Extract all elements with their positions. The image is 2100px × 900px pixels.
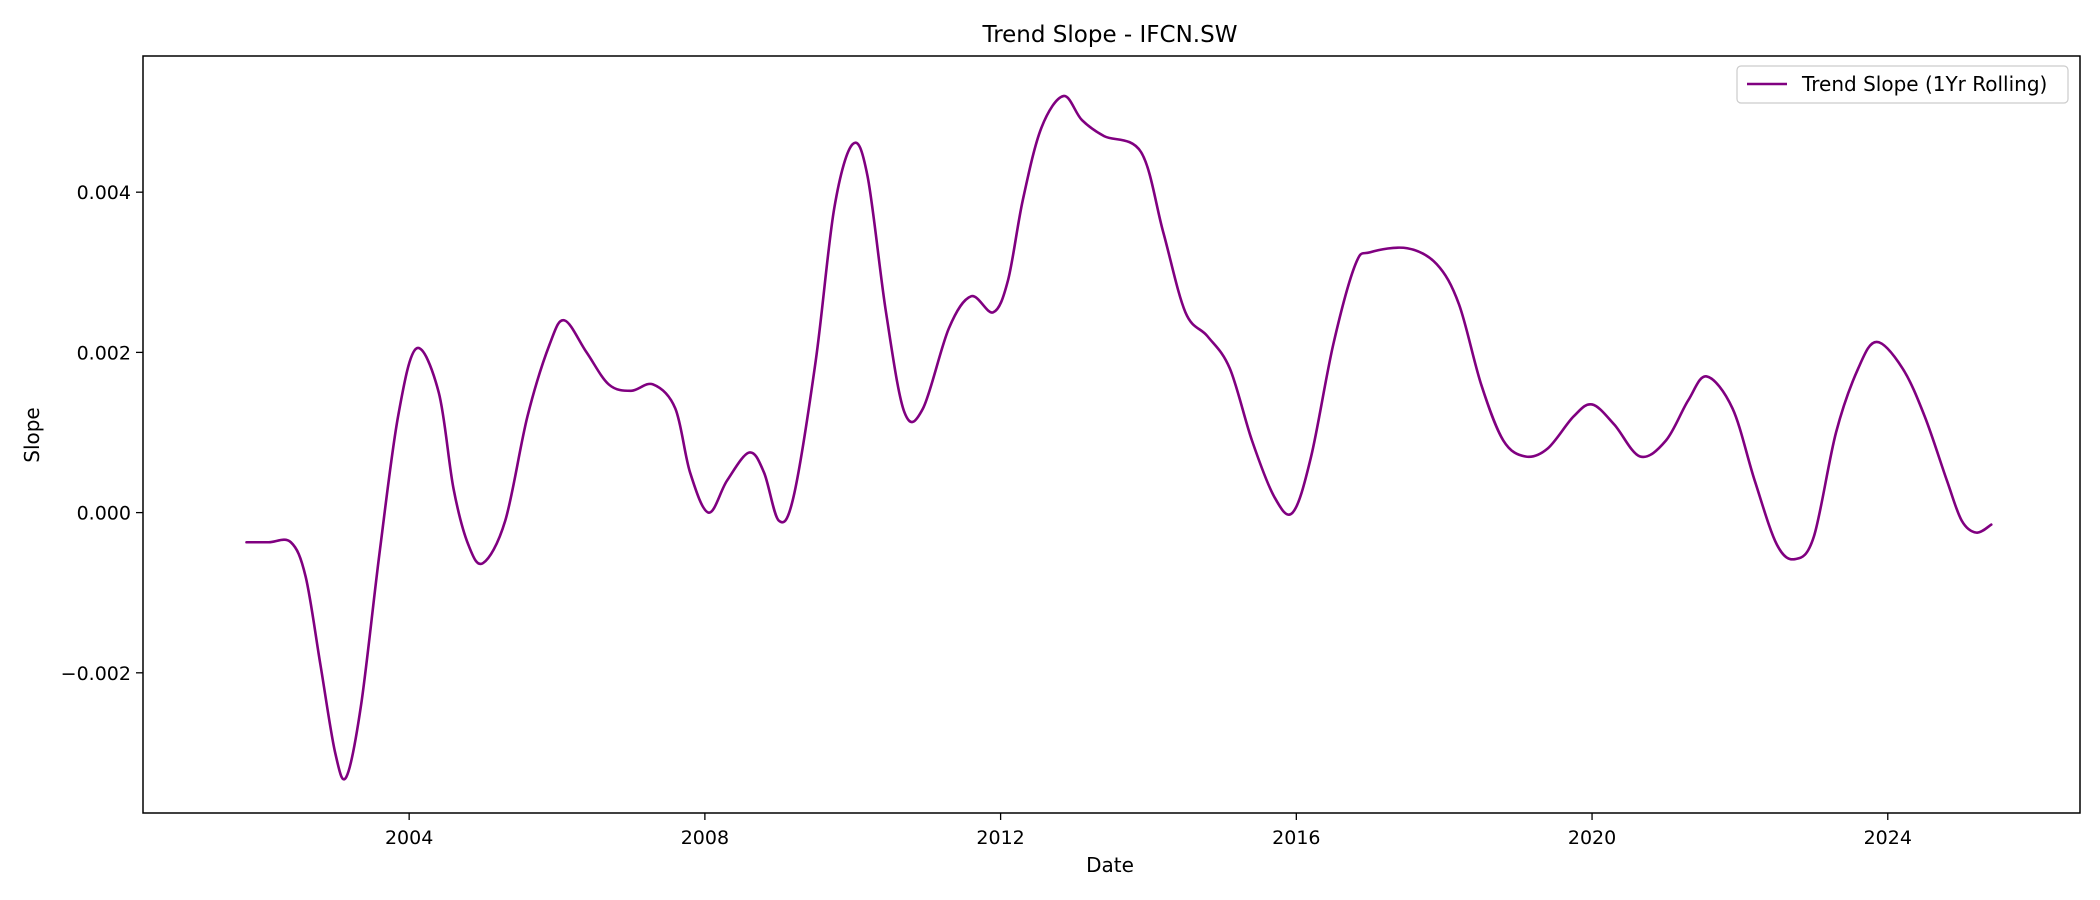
x-tick-label: 2020 [1568, 827, 1616, 849]
x-axis-label: Date [1086, 853, 1134, 877]
legend-label: Trend Slope (1Yr Rolling) [1801, 72, 2047, 96]
chart-title: Trend Slope - IFCN.SW [982, 22, 1238, 48]
x-axis: 2004 2008 2012 2016 2020 2024 [385, 813, 1912, 849]
x-tick-label: 2008 [681, 827, 729, 849]
series-line-trend-slope [245, 94, 1993, 781]
y-axis: −0.002 0.000 0.002 0.004 [61, 182, 143, 685]
y-tick-label: −0.002 [61, 663, 131, 685]
x-tick-label: 2016 [1272, 827, 1320, 849]
legend-box [1736, 65, 2069, 104]
legend: Trend Slope (1Yr Rolling) [1736, 65, 2069, 104]
x-tick-label: 2012 [976, 827, 1024, 849]
plot-area: 2004 2008 2012 2016 2020 2024 −0.002 0.000 0.00… [61, 55, 2081, 849]
x-tick-label: 2004 [385, 827, 433, 849]
y-axis-label: Slope [20, 407, 44, 463]
y-tick-label: 0.002 [77, 342, 131, 364]
plot-frame [142, 55, 2081, 814]
x-tick-label: 2024 [1864, 827, 1912, 849]
y-tick-label: 0.000 [77, 503, 131, 525]
y-tick-label: 0.004 [77, 182, 131, 204]
